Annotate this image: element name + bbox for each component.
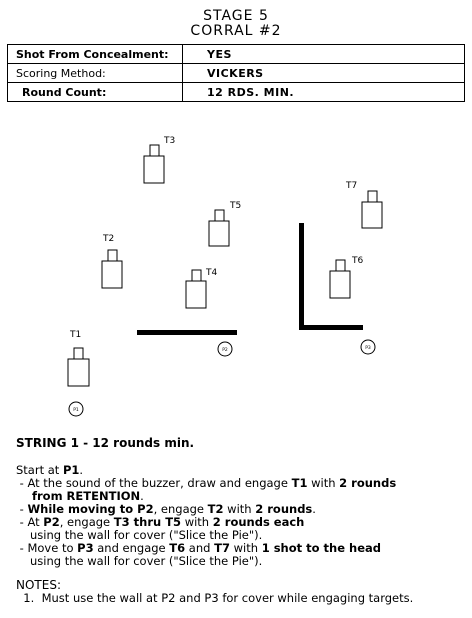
start-line: Start at P1. [16, 464, 468, 477]
info-label: Shot From Concealment: [7, 44, 183, 64]
position-p2: P2 [217, 341, 233, 357]
step-4-cont: using the wall for cover ("Slice the Pie… [16, 555, 468, 568]
text: with [229, 541, 262, 555]
text: and engage [93, 541, 170, 555]
info-label: Round Count: [7, 82, 183, 102]
position-label: P1 [73, 407, 79, 413]
position-label: P3 [365, 345, 371, 351]
text: , engage [153, 502, 208, 516]
info-value: VICKERS [182, 63, 465, 83]
notes-title: NOTES: [16, 578, 61, 592]
stage-title: STAGE 5 [203, 8, 269, 24]
wall-p3-vertical [299, 223, 304, 330]
text: - At [16, 515, 44, 529]
position-p1: P1 [68, 401, 84, 417]
info-label: Scoring Method: [7, 63, 183, 83]
info-row-round-count: Round Count: 12 RDS. MIN. [7, 82, 465, 102]
info-value: 12 RDS. MIN. [182, 82, 465, 102]
step-1: - At the sound of the buzzer, draw and e… [16, 477, 468, 490]
text-bold: T7 [214, 541, 230, 555]
text: . [312, 502, 316, 516]
wall-p3-horizontal [299, 325, 363, 330]
stage-diagram: T3 T5 T2 T4 T7 T6 T1 P1 P2 [67, 136, 383, 417]
text: - At the sound of the buzzer, draw and e… [16, 476, 292, 490]
target-t6: T6 [329, 256, 363, 299]
target-label: T1 [69, 330, 81, 340]
text-bold: from RETENTION [32, 489, 141, 503]
target-label: T6 [351, 256, 363, 266]
target-t3: T3 [143, 136, 175, 184]
text: - Move to [16, 541, 78, 555]
info-row-scoring: Scoring Method: VICKERS [7, 63, 465, 83]
target-label: T3 [163, 136, 175, 146]
target-label: T7 [345, 181, 357, 191]
text: . [140, 489, 144, 503]
target-label: T4 [205, 268, 217, 278]
text: . [79, 463, 84, 477]
wall-p2 [137, 330, 237, 335]
stage-instructions: STRING 1 - 12 rounds min. Start at P1. -… [16, 437, 468, 605]
position-p3: P3 [360, 339, 376, 355]
text-bold: While moving to P2 [27, 502, 154, 516]
step-4: - Move to P3 and engage T6 and T7 with 1… [16, 542, 468, 555]
text: using the wall for cover ("Slice the Pie… [30, 554, 263, 568]
text-bold: T2 [207, 502, 224, 516]
position-label: P2 [222, 347, 228, 353]
string-title: STRING 1 - 12 rounds min. [16, 436, 195, 450]
text-bold: 1 shot to the head [261, 541, 381, 555]
step-3: - At P2, engage T3 thru T5 with 2 rounds… [16, 516, 468, 529]
text: with [223, 502, 256, 516]
text: - [16, 502, 28, 516]
text: Start at [16, 463, 63, 477]
target-t7: T7 [345, 181, 383, 229]
info-row-concealment: Shot From Concealment: YES [7, 44, 465, 64]
step-2: - While moving to P2, engage T2 with 2 r… [16, 503, 468, 516]
text-bold: T1 [291, 476, 308, 490]
text: using the wall for cover ("Slice the Pie… [30, 528, 263, 542]
text: with [181, 515, 213, 529]
target-label: T5 [229, 201, 241, 211]
stage-info-table: Shot From Concealment: YES Scoring Metho… [7, 44, 465, 102]
target-t4: T4 [185, 268, 217, 309]
text-bold: T6 [169, 541, 186, 555]
step-3-cont: using the wall for cover ("Slice the Pie… [16, 529, 468, 542]
text-bold: 2 rounds each [212, 515, 305, 529]
text: with [307, 476, 340, 490]
target-label: T2 [102, 234, 114, 244]
text-bold: T3 thru T5 [113, 515, 182, 529]
text-bold: P2 [43, 515, 60, 529]
text-bold: P1 [62, 463, 80, 477]
stage-subtitle: CORRAL #2 [190, 23, 282, 39]
note-1: 1. Must use the wall at P2 and P3 for co… [16, 591, 414, 605]
text: , engage [59, 515, 114, 529]
target-t2: T2 [101, 234, 123, 289]
text-bold: 2 rounds [255, 502, 313, 516]
target-t5: T5 [208, 201, 241, 247]
text-bold: 2 rounds [339, 476, 397, 490]
info-value: YES [182, 44, 465, 64]
text-bold: P3 [77, 541, 94, 555]
target-t1: T1 [67, 330, 90, 387]
text: and [185, 541, 215, 555]
step-1-cont: from RETENTION. [16, 490, 468, 503]
